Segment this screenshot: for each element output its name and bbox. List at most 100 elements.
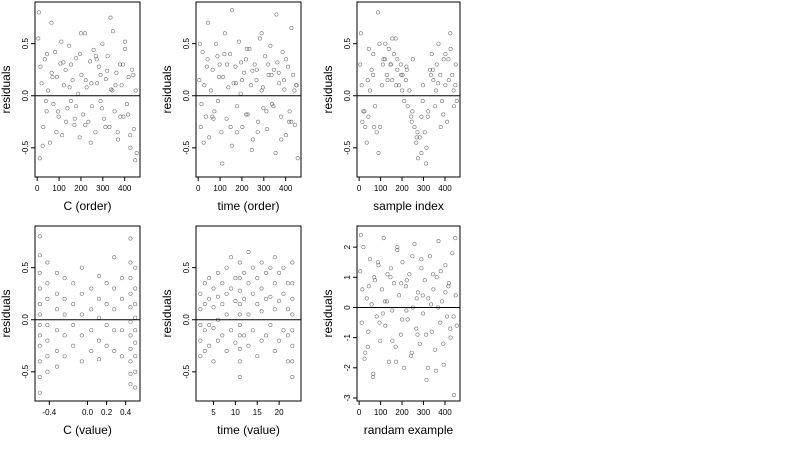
data-point: [276, 70, 281, 75]
data-point: [369, 67, 374, 72]
data-point: [421, 83, 426, 88]
data-point: [220, 302, 225, 307]
data-point: [433, 347, 438, 352]
data-point: [240, 125, 245, 130]
x-tick-label: 5: [211, 408, 216, 417]
data-point: [84, 85, 89, 90]
data-point: [83, 78, 88, 83]
data-point: [45, 369, 50, 374]
data-point: [385, 272, 390, 277]
data-point: [244, 46, 249, 51]
data-point: [451, 314, 456, 319]
data-point: [277, 338, 282, 343]
x-tick-label: 0.0: [82, 408, 94, 417]
data-point: [133, 340, 138, 345]
data-point: [97, 273, 102, 278]
data-point: [96, 64, 101, 69]
data-point: [381, 236, 386, 241]
data-point: [210, 114, 215, 119]
data-point: [40, 143, 45, 148]
data-point: [375, 260, 380, 265]
data-point: [236, 39, 241, 44]
data-point: [439, 299, 444, 304]
data-point: [285, 333, 290, 338]
plot-frame: [195, 225, 302, 402]
data-point: [450, 72, 455, 77]
data-point: [229, 255, 234, 260]
x-tick-label: 300: [257, 184, 271, 193]
data-point: [438, 320, 443, 325]
data-point: [89, 286, 94, 291]
data-point: [123, 39, 128, 44]
data-point: [128, 276, 133, 281]
data-point: [69, 62, 74, 67]
data-point: [231, 81, 236, 86]
data-point: [118, 114, 123, 119]
data-point: [247, 46, 252, 51]
data-point: [133, 286, 138, 291]
data-point: [205, 57, 210, 62]
data-point: [445, 119, 450, 124]
data-point: [233, 81, 238, 86]
data-point: [414, 135, 419, 140]
data-point: [285, 281, 290, 286]
data-point: [44, 52, 49, 57]
data-point: [366, 284, 371, 289]
data-point: [128, 305, 133, 310]
data-point: [409, 350, 414, 355]
data-point: [371, 374, 376, 379]
data-point: [295, 156, 300, 161]
data-point: [410, 109, 415, 114]
data-point: [119, 328, 124, 333]
data-point: [126, 112, 131, 117]
data-point: [257, 36, 262, 41]
data-point: [128, 346, 133, 351]
data-point: [429, 52, 434, 57]
data-point: [37, 390, 42, 395]
data-point: [405, 317, 410, 322]
data-point: [224, 312, 229, 317]
y-tick-label: -0.5: [343, 140, 352, 154]
data-point: [419, 151, 424, 156]
data-point: [211, 116, 216, 121]
data-point: [37, 156, 42, 161]
data-point: [395, 67, 400, 72]
data-point: [438, 125, 443, 130]
data-point: [65, 106, 70, 111]
data-point: [429, 329, 434, 334]
data-point: [70, 78, 75, 83]
data-point: [61, 83, 66, 88]
data-point: [53, 49, 58, 54]
data-point: [366, 329, 371, 334]
data-point: [364, 296, 369, 301]
data-point: [206, 20, 211, 25]
data-point: [98, 72, 103, 77]
data-point: [364, 140, 369, 145]
data-point: [208, 88, 213, 93]
data-point: [54, 307, 59, 312]
data-point: [282, 87, 287, 92]
data-point: [405, 104, 410, 109]
data-point: [380, 62, 385, 67]
data-point: [417, 135, 422, 140]
data-point: [404, 278, 409, 283]
data-point: [380, 311, 385, 316]
y-tick-label: -2: [343, 364, 352, 372]
y-tick-label: 0.0: [182, 314, 191, 326]
data-point: [37, 374, 42, 379]
x-tick-label: 100: [213, 184, 227, 193]
data-point: [263, 296, 268, 301]
data-point: [443, 263, 448, 268]
data-point: [37, 234, 42, 239]
data-point: [425, 114, 430, 119]
data-point: [131, 127, 136, 132]
data-point: [260, 85, 265, 90]
data-point: [198, 125, 203, 130]
data-point: [390, 36, 395, 41]
data-point: [394, 83, 399, 88]
data-point: [280, 49, 285, 54]
data-point: [242, 70, 247, 75]
data-point: [404, 308, 409, 313]
x-tick-label: 200: [395, 408, 409, 417]
data-point: [71, 302, 76, 307]
